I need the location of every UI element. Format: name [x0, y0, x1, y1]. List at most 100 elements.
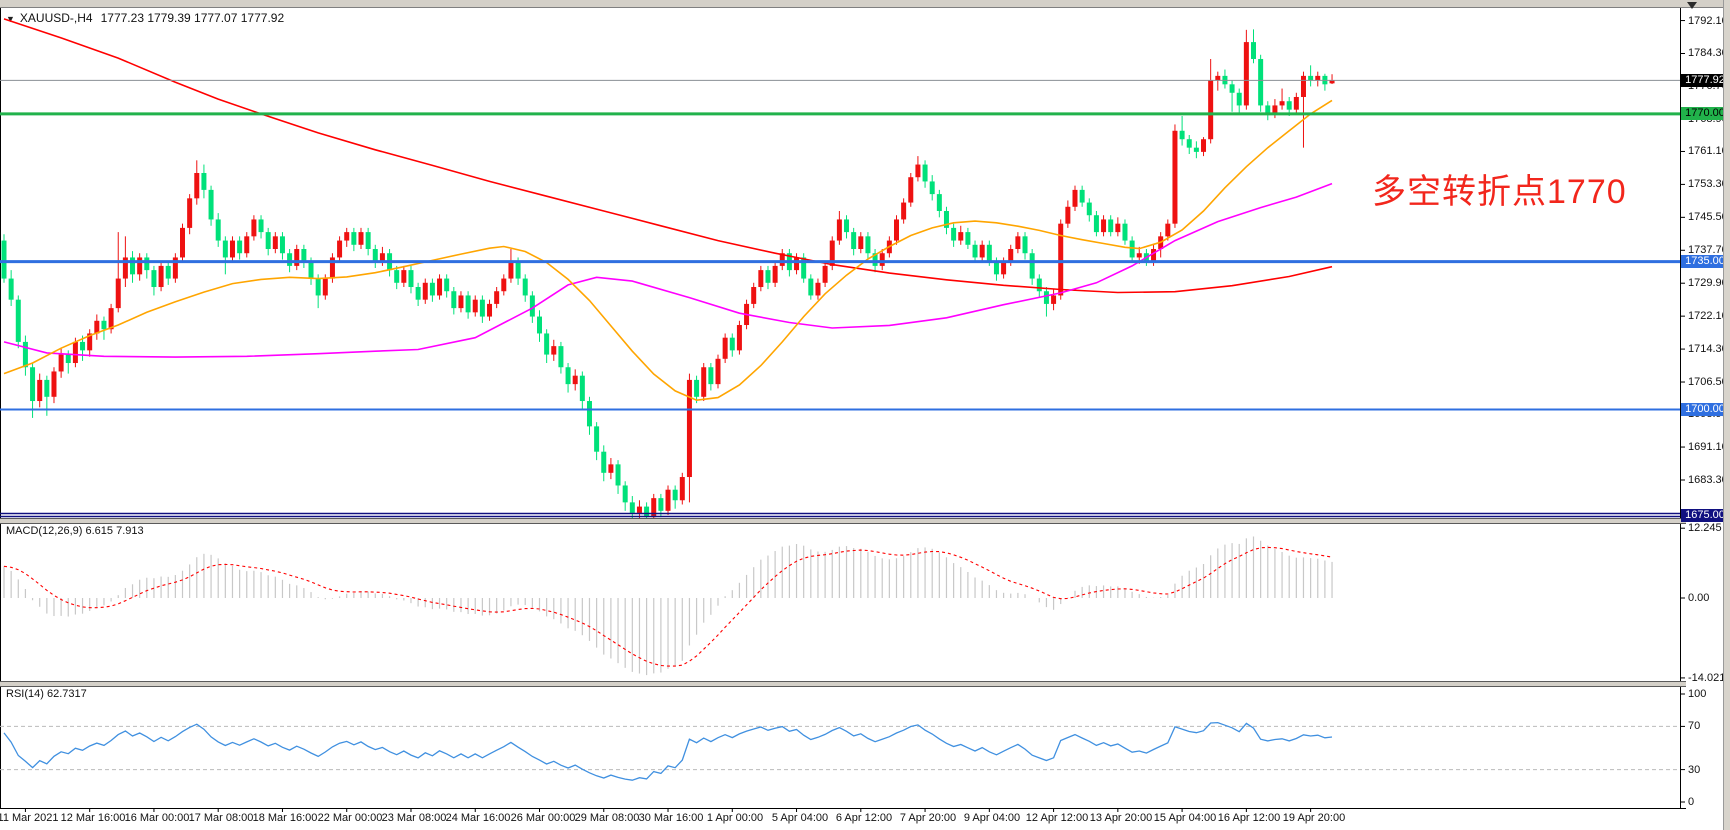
candle-body [1051, 295, 1057, 304]
candle-body [201, 172, 207, 190]
candle-body [208, 189, 214, 220]
candle-body [993, 261, 999, 275]
candle-body [1036, 278, 1042, 292]
price-tick-label: 1714.30 [1688, 343, 1728, 356]
candle-body [1215, 75, 1221, 81]
candle-body [80, 341, 86, 351]
candle-body [708, 367, 714, 385]
price-tick-label: 1792.10 [1688, 14, 1728, 27]
symbol-dropdown-icon[interactable]: ▼ [6, 14, 15, 24]
candle-body [908, 177, 914, 203]
time-axis-label: 29 Mar 08:00 [574, 812, 640, 824]
candle-body [1079, 189, 1085, 203]
price-tick-label: 1745.50 [1688, 211, 1728, 224]
candle-body [1108, 219, 1114, 233]
time-axis-label: 19 Apr 20:00 [1282, 812, 1346, 824]
candle-body [965, 232, 971, 245]
candle-body [487, 303, 493, 317]
candle-body [458, 295, 464, 309]
candle-body [465, 295, 471, 313]
time-axis-label: 9 Apr 04:00 [963, 812, 1021, 824]
candle-body [401, 270, 407, 283]
candle-body [558, 346, 564, 368]
candle-body [572, 375, 578, 385]
candle-body [1001, 261, 1007, 275]
candle-body [1086, 202, 1092, 216]
candle-body [301, 249, 307, 262]
time-axis-label: 17 Mar 08:00 [188, 812, 254, 824]
candle-body [794, 257, 800, 271]
candle-body [665, 489, 671, 511]
candle-body [758, 270, 764, 288]
candle-body [644, 506, 650, 518]
candle-body [344, 232, 350, 241]
candle-body [601, 451, 607, 473]
candle-body [922, 164, 928, 182]
candle-body [65, 354, 71, 364]
candle-body [37, 379, 43, 402]
macd-signal-value: 7.913 [116, 525, 144, 537]
time-axis-label: 1 Apr 00:00 [706, 812, 764, 824]
candle-body [1093, 215, 1099, 233]
candle-body [858, 236, 864, 250]
rsi-axis-label: 30 [1688, 763, 1701, 776]
annotation-text[interactable]: 多空转折点1770 [1372, 173, 1627, 211]
candle-body [729, 337, 735, 351]
candle-body [437, 278, 443, 296]
candle-body [1201, 139, 1207, 152]
rsi-indicator-label: RSI(14) 62.7317 [6, 688, 87, 700]
candle-body [515, 261, 521, 279]
candle-body [936, 194, 942, 212]
candle-body [172, 257, 178, 279]
candle-body [679, 477, 685, 501]
candle-body [308, 261, 314, 279]
candle-body [586, 401, 592, 427]
time-axis-label: 5 Apr 04:00 [771, 812, 829, 824]
time-axis-label: 13 Apr 20:00 [1089, 812, 1153, 824]
candle-body [836, 219, 842, 241]
candle-body [472, 299, 478, 313]
candle-body [94, 320, 100, 334]
candle-body [1008, 249, 1014, 262]
candle-body [394, 270, 400, 283]
candle-body [237, 240, 243, 254]
candle-body [1015, 236, 1021, 250]
candle-body [951, 227, 957, 241]
candle-body [1258, 58, 1264, 106]
pane-separator-macd-rsi[interactable] [0, 681, 1686, 687]
candle-body [58, 354, 64, 372]
candle-body [44, 379, 50, 397]
candle-body [30, 367, 36, 402]
time-axis-label: 18 Mar 16:00 [252, 812, 318, 824]
macd-signal-line [3, 546, 1333, 667]
macd-axis-label: -14.021 [1688, 671, 1726, 684]
candle-body [1022, 236, 1028, 254]
candle-body [265, 232, 271, 250]
candle-body [1329, 80, 1335, 84]
candle-body [315, 278, 321, 296]
pane-separator-main-macd[interactable] [0, 518, 1686, 524]
time-axis-label: 26 Mar 00:00 [510, 812, 576, 824]
candle-body [1122, 223, 1128, 241]
candle-body [808, 278, 814, 296]
candle-body [608, 464, 614, 473]
candle-body [551, 346, 557, 355]
ma-line-ma-fast [3, 99, 1333, 402]
candle-body [1315, 75, 1321, 81]
candle-body [215, 219, 221, 241]
candle-body [337, 240, 343, 258]
symbol-timeframe-label: XAUUSD-,H4 [19, 11, 93, 25]
price-badge: 1700.00 [1681, 402, 1729, 416]
price-badge: 1777.92 [1681, 73, 1729, 87]
candle-body [915, 164, 921, 178]
candle-body [565, 367, 571, 385]
candle-body [1186, 139, 1192, 148]
candle-body [879, 253, 885, 266]
candle-body [594, 426, 600, 452]
candle-body [1308, 75, 1314, 81]
candle-body [508, 261, 514, 279]
candle-body [986, 244, 992, 262]
ma-line-ma-slow [3, 18, 1333, 294]
candle-body [801, 257, 807, 279]
